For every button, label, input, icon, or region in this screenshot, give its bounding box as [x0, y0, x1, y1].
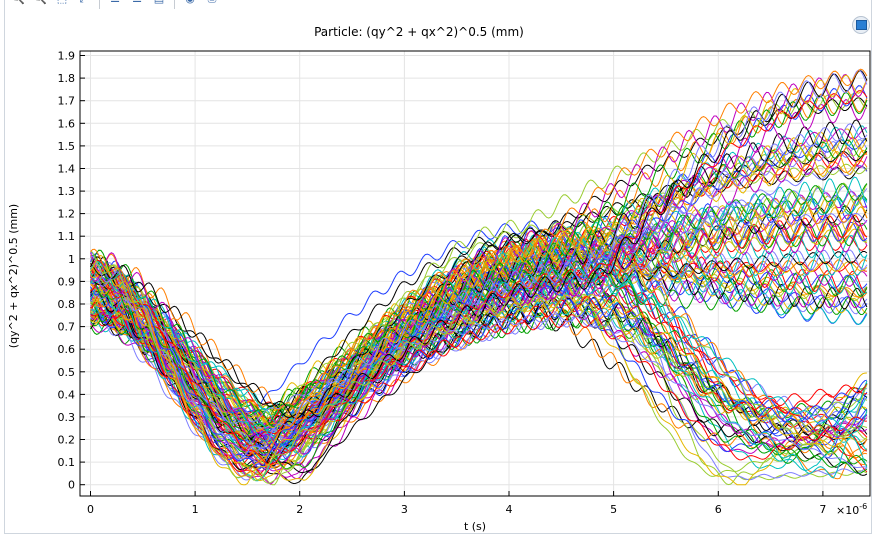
- series-line: [90, 70, 868, 420]
- series-line: [90, 91, 868, 427]
- series-line: [90, 250, 867, 481]
- series-line: [90, 128, 868, 442]
- y-tick-label: 0.2: [58, 434, 76, 447]
- series-line: [90, 261, 868, 468]
- y-tick-label: 0.9: [58, 275, 76, 288]
- zoom-in-icon[interactable]: 🔍: [11, 0, 25, 5]
- y-tick-label: 1.7: [58, 95, 76, 108]
- series-line: [90, 125, 868, 427]
- series-line: [90, 139, 868, 440]
- chart-title: Particle: (qy^2 + qx^2)^0.5 (mm): [314, 25, 524, 39]
- series-line: [90, 265, 867, 461]
- y-axis-log-icon[interactable]: ☰: [130, 0, 144, 5]
- x-tick-label: 0: [87, 503, 94, 516]
- x-tick-label: 4: [506, 503, 513, 516]
- zoom-extents-icon[interactable]: ⤢: [77, 0, 91, 5]
- series-line: [90, 262, 868, 467]
- series-line: [90, 74, 868, 486]
- legend-icon[interactable]: ▤: [152, 0, 166, 5]
- toolbar-divider: [174, 0, 175, 9]
- x-tick-label: 2: [296, 503, 303, 516]
- series-line: [90, 68, 868, 477]
- y-tick-label: 1.4: [58, 163, 76, 176]
- series-line: [90, 90, 868, 465]
- y-tick-label: 0.3: [58, 411, 76, 424]
- y-tick-label: 1.1: [58, 230, 76, 243]
- zoom-out-icon[interactable]: 🔍: [33, 0, 47, 5]
- series-line: [90, 123, 868, 456]
- camera-icon[interactable]: ◉: [183, 0, 197, 5]
- x-axis-exponent-base: ×10: [836, 504, 859, 517]
- y-tick-label: 0.6: [58, 343, 76, 356]
- series-line: [90, 241, 868, 455]
- graph-window-icon-glyph: [855, 20, 867, 30]
- series-line: [90, 165, 868, 447]
- x-tick-label: 5: [610, 503, 617, 516]
- series-line: [90, 296, 868, 481]
- y-tick-label: 1.8: [58, 72, 76, 85]
- x-axis-exponent: ×10-6: [836, 502, 867, 517]
- series-line: [90, 119, 868, 449]
- series-line: [90, 98, 868, 451]
- x-tick-label: 7: [819, 503, 826, 516]
- x-axis-label: t (s): [464, 520, 486, 533]
- plot-toolbar: 🔍 🔍 ⬚ ⤢ ☰ ☰ ▤ ◉ ⎙: [5, 0, 871, 9]
- series-line: [90, 138, 868, 450]
- series-line: [90, 138, 867, 484]
- series-line: [90, 147, 868, 438]
- y-tick-label: 1.5: [58, 140, 76, 153]
- x-tick-label: 3: [401, 503, 408, 516]
- x-axis-exponent-power: -6: [859, 502, 867, 511]
- series-line: [90, 252, 868, 448]
- y-tick-label: 0.4: [58, 388, 76, 401]
- series-line: [90, 212, 868, 471]
- x-tick-label: 1: [192, 503, 199, 516]
- series-line: [90, 257, 868, 469]
- y-tick-label: 0.1: [58, 456, 76, 469]
- y-tick-label: 1.3: [58, 185, 76, 198]
- y-tick-label: 1.6: [58, 117, 76, 130]
- y-tick-label: 1.9: [58, 50, 76, 63]
- x-tick-label: 6: [715, 503, 722, 516]
- series-line: [90, 90, 868, 421]
- y-tick-label: 1.2: [58, 208, 76, 221]
- plot-area[interactable]: [79, 50, 871, 497]
- series-line: [90, 73, 868, 456]
- series-line: [90, 286, 868, 449]
- x-axis-log-icon[interactable]: ☰: [108, 0, 122, 5]
- series-line: [90, 69, 868, 461]
- series-layer: [90, 68, 868, 486]
- axis-ticks: 0 1 2 3 4 5 6 7 0 0.1 0.2 0.3 0.4 0.5 0.6 0.7 0.8 0.9 1 1.1…: [58, 50, 827, 517]
- y-tick-label: 0.5: [58, 366, 76, 379]
- y-tick-label: 1: [68, 253, 75, 266]
- graph-window-icon[interactable]: [852, 16, 870, 34]
- y-tick-label: 0: [68, 479, 75, 492]
- y-tick-label: 0.8: [58, 298, 76, 311]
- zoom-box-icon[interactable]: ⬚: [55, 0, 69, 5]
- export-icon[interactable]: ⎙: [205, 0, 219, 5]
- series-line: [90, 273, 868, 473]
- y-axis-label: (qy^2 + qx^2)^0.5 (mm): [7, 204, 20, 348]
- toolbar-divider: [99, 0, 100, 9]
- series-line: [90, 284, 868, 449]
- series-line: [90, 267, 868, 447]
- series-line: [90, 254, 868, 475]
- y-tick-label: 0.7: [58, 321, 76, 334]
